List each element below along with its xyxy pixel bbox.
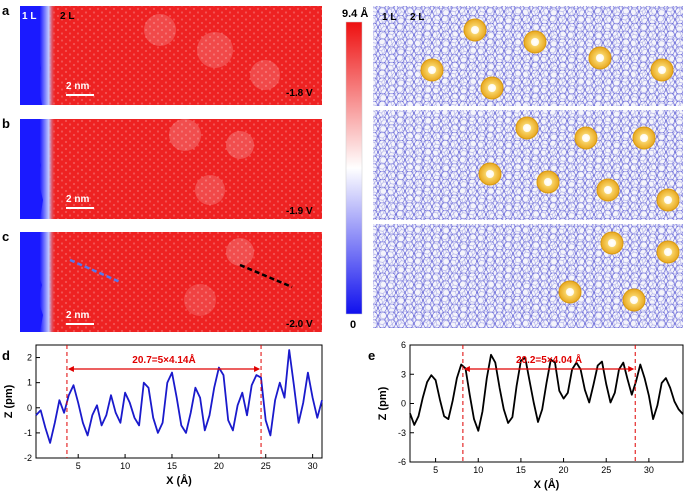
y-tick-label: -6 bbox=[398, 457, 406, 467]
y-axis-label: Z (pm) bbox=[377, 386, 389, 420]
molecule-core bbox=[604, 186, 612, 194]
molecule-core bbox=[566, 288, 574, 296]
panel-label-e: e bbox=[368, 348, 375, 363]
y-tick-label: 2 bbox=[27, 353, 32, 363]
line-chart-e: 5 10 15 20 25 30 -6 -3 0 3 6 X (Å) Z (pm) 20.2=5×4.04… bbox=[377, 340, 684, 491]
y-tick-label: -1 bbox=[24, 428, 32, 438]
atomic-models bbox=[373, 6, 683, 328]
molecule-core bbox=[531, 38, 539, 46]
y-axis-label: Z (pm) bbox=[3, 384, 15, 418]
molecule-core bbox=[630, 296, 638, 304]
x-tick-label: 5 bbox=[76, 461, 81, 471]
x-tick-label: 15 bbox=[167, 461, 177, 471]
stm-image-b bbox=[20, 119, 322, 219]
molecule-core bbox=[523, 124, 531, 132]
y-tick-label: -2 bbox=[24, 453, 32, 463]
molecule-core bbox=[664, 196, 672, 204]
x-tick-label: 25 bbox=[601, 465, 611, 475]
molecule-core bbox=[640, 134, 648, 142]
y-tick-label: 0 bbox=[401, 399, 406, 409]
annotation-label: 20.2=5×4.04 Å bbox=[516, 353, 582, 366]
layer2-label: 2 L bbox=[60, 11, 74, 22]
x-tick-label: 10 bbox=[120, 461, 130, 471]
model-layer2-label: 2 L bbox=[410, 12, 424, 23]
x-tick-label: 10 bbox=[473, 465, 483, 475]
x-tick-label: 30 bbox=[308, 461, 318, 471]
y-tick-label: 3 bbox=[401, 369, 406, 379]
molecule-core bbox=[664, 248, 672, 256]
x-tick-label: 15 bbox=[516, 465, 526, 475]
molecule-core bbox=[582, 134, 590, 142]
voltage-label-c: -2.0 V bbox=[286, 319, 313, 330]
molecule-core bbox=[596, 54, 604, 62]
annotation-arrowhead-left bbox=[67, 366, 74, 372]
x-tick-label: 5 bbox=[433, 465, 438, 475]
x-axis-label: X (Å) bbox=[166, 474, 192, 487]
y-tick-label: 6 bbox=[401, 340, 406, 350]
line-chart-d: 5 10 15 20 25 30 -2 -1 0 1 2 X (Å) Z (pm) 20.7=5×4.14… bbox=[3, 344, 323, 487]
molecule-core bbox=[544, 178, 552, 186]
x-axis-label: X (Å) bbox=[534, 478, 560, 491]
annotation-arrowhead-right bbox=[254, 366, 261, 372]
molecule-core bbox=[471, 26, 479, 34]
annotation-arrowhead-left bbox=[463, 366, 470, 372]
panel-label-a: a bbox=[2, 3, 10, 18]
panel-label-b: b bbox=[2, 116, 10, 131]
voltage-label-a: -1.8 V bbox=[286, 88, 313, 99]
colorbar-max-label: 9.4 Å bbox=[342, 7, 368, 20]
molecule-core bbox=[658, 66, 666, 74]
x-tick-label: 20 bbox=[559, 465, 569, 475]
profile-line-blue bbox=[69, 258, 121, 284]
series-line bbox=[409, 353, 684, 432]
stm-image-c bbox=[20, 232, 322, 332]
molecule-core bbox=[486, 170, 494, 178]
molecule-markers bbox=[420, 18, 680, 312]
panel-label-d: d bbox=[2, 348, 10, 363]
annotation-label: 20.7=5×4.14Å bbox=[132, 353, 195, 366]
colorbar-min-label: 0 bbox=[350, 319, 356, 331]
series-line bbox=[35, 349, 323, 444]
x-tick-label: 30 bbox=[644, 465, 654, 475]
molecule-core bbox=[428, 66, 436, 74]
y-tick-label: 1 bbox=[27, 378, 32, 388]
x-tick-label: 25 bbox=[261, 461, 271, 471]
profile-line-black bbox=[239, 263, 293, 289]
molecule-core bbox=[608, 239, 616, 247]
panel-label-c: c bbox=[2, 229, 9, 244]
colorbar: 9.4 Å 0 bbox=[342, 7, 368, 331]
x-tick-label: 20 bbox=[214, 461, 224, 471]
scale-bar-label-a: 2 nm bbox=[66, 81, 89, 92]
voltage-label-b: -1.9 V bbox=[286, 206, 313, 217]
molecule-core bbox=[488, 84, 496, 92]
model-layer1-label: 1 L bbox=[382, 12, 396, 23]
layer1-label: 1 L bbox=[22, 11, 36, 22]
y-tick-label: -3 bbox=[398, 428, 406, 438]
y-tick-label: 0 bbox=[27, 403, 32, 413]
scale-bar-label-b: 2 nm bbox=[66, 194, 89, 205]
annotation-arrowhead-right bbox=[628, 366, 635, 372]
stm-image-a bbox=[20, 6, 322, 105]
scale-bar-label-c: 2 nm bbox=[66, 310, 89, 321]
